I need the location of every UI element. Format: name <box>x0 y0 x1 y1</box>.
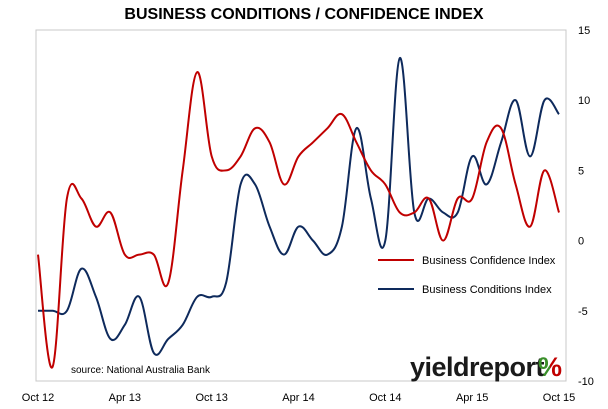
x-tick-label: Apr 15 <box>456 392 488 404</box>
x-tick-label: Oct 13 <box>195 392 227 404</box>
legend-label-confidence: Business Confidence Index <box>422 255 556 267</box>
x-tick-label: Apr 13 <box>109 392 141 404</box>
plot-frame <box>35 29 567 382</box>
y-axis-ticks: -10 -5 0 5 10 15 <box>578 25 594 388</box>
source-note: source: National Australia Bank <box>71 365 211 376</box>
y-tick-label: 10 <box>578 95 590 107</box>
y-tick-label: -10 <box>578 376 594 388</box>
y-tick-label: 5 <box>578 165 584 177</box>
x-tick-label: Oct 14 <box>369 392 401 404</box>
chart-title: BUSINESS CONDITIONS / CONFIDENCE INDEX <box>124 6 484 23</box>
series-lines <box>37 57 560 369</box>
legend: Business Confidence Index Business Condi… <box>378 255 556 296</box>
y-tick-label: -5 <box>578 306 588 318</box>
series-line-confidence <box>37 71 560 369</box>
legend-label-conditions: Business Conditions Index <box>422 284 552 296</box>
x-tick-label: Oct 12 <box>22 392 54 404</box>
brand-logo: yieldreport % <box>410 352 562 382</box>
x-tick-label: Apr 14 <box>282 392 314 404</box>
x-axis-ticks: Oct 12 Apr 13 Oct 13 Apr 14 Oct 14 Apr 15 Oct … <box>22 392 575 404</box>
y-tick-label: 0 <box>578 236 584 248</box>
x-tick-label: Oct 15 <box>543 392 575 404</box>
y-tick-label: 15 <box>578 25 590 37</box>
series-line-conditions <box>38 57 560 356</box>
brand-wordmark: yieldreport <box>410 352 545 382</box>
percent-logo-icon: % <box>538 352 562 382</box>
